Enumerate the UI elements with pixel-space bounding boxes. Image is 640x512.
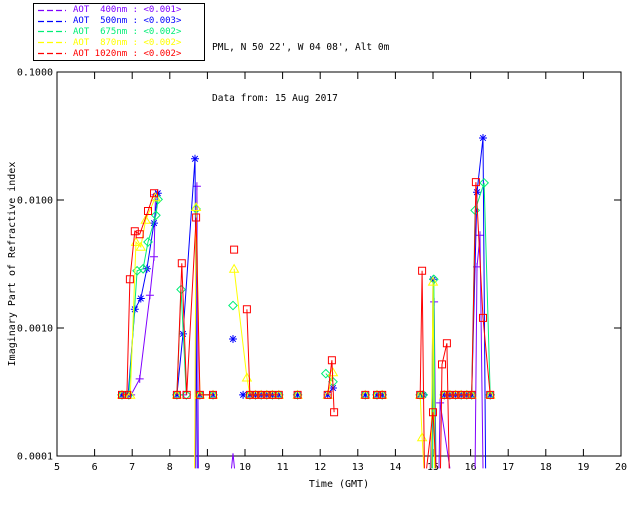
header-text: PML, N 50 22', W 04 08', Alt 0m Data fro… <box>212 5 389 141</box>
x-axis-label: Time (GMT) <box>309 479 369 490</box>
svg-text:11: 11 <box>277 462 289 473</box>
svg-text:0.1000: 0.1000 <box>17 68 53 79</box>
svg-text:6: 6 <box>92 462 98 473</box>
station-location-text: PML, N 50 22', W 04 08', Alt 0m <box>212 42 390 53</box>
svg-text:9: 9 <box>204 462 210 473</box>
series-markers <box>116 192 496 442</box>
svg-text:8: 8 <box>167 462 173 473</box>
legend-label-400nm: AOT 400nm : <0.001> <box>73 5 182 16</box>
legend-entry-1020nm: AOT 1020nm : <0.002> <box>37 48 201 59</box>
series-line <box>122 182 491 469</box>
series-aot-675nm <box>117 177 496 469</box>
legend-entry-500nm: AOT 500nm : <0.003> <box>37 16 201 27</box>
svg-text:16: 16 <box>465 462 477 473</box>
series-markers <box>118 134 495 399</box>
series-line <box>122 182 491 469</box>
legend-label-675nm: AOT 675nm : <0.002> <box>73 26 182 37</box>
axes-frame <box>56 71 622 457</box>
svg-text:18: 18 <box>540 462 552 473</box>
svg-text:0.0100: 0.0100 <box>17 196 53 207</box>
svg-text:12: 12 <box>314 462 326 473</box>
legend-label-500nm: AOT 500nm : <0.003> <box>73 16 182 27</box>
legend-line-675nm-icon <box>38 31 66 33</box>
series-aot-400nm <box>118 182 484 469</box>
svg-text:0.0010: 0.0010 <box>17 324 53 335</box>
series-markers <box>118 182 484 407</box>
svg-text:14: 14 <box>389 462 401 473</box>
series-aot-1020nm <box>118 178 495 469</box>
legend-entry-675nm: AOT 675nm : <0.002> <box>37 27 201 38</box>
svg-text:10: 10 <box>239 462 251 473</box>
svg-text:5: 5 <box>54 462 60 473</box>
svg-text:0.0001: 0.0001 <box>17 452 53 463</box>
svg-text:17: 17 <box>502 462 514 473</box>
legend-line-870nm-icon <box>38 42 66 44</box>
series-aot-870nm <box>116 192 496 468</box>
legend-line-500nm-icon <box>38 20 66 22</box>
legend-line-400nm-icon <box>38 9 66 11</box>
svg-text:7: 7 <box>129 462 135 473</box>
legend-entry-400nm: AOT 400nm : <0.001> <box>37 5 201 16</box>
legend-entry-870nm: AOT 870nm : <0.002> <box>37 37 201 48</box>
axis-ticks <box>56 71 622 457</box>
data-date-text: Data from: 15 Aug 2017 <box>212 93 338 104</box>
svg-text:20: 20 <box>615 462 627 473</box>
legend-label-870nm: AOT 870nm : <0.002> <box>73 37 182 48</box>
series-line <box>122 186 484 469</box>
y-axis-label: Imaginary Part of Refractive index <box>7 162 18 367</box>
legend-line-1020nm-icon <box>38 52 66 55</box>
series-markers <box>117 177 496 400</box>
legend-label-1020nm: AOT 1020nm : <0.002> <box>73 48 182 59</box>
legend: AOT 400nm : <0.001> AOT 500nm : <0.003> … <box>33 3 205 61</box>
series-aot-500nm <box>118 134 495 468</box>
svg-text:13: 13 <box>352 462 364 473</box>
series-markers <box>118 178 495 417</box>
svg-text:19: 19 <box>577 462 589 473</box>
